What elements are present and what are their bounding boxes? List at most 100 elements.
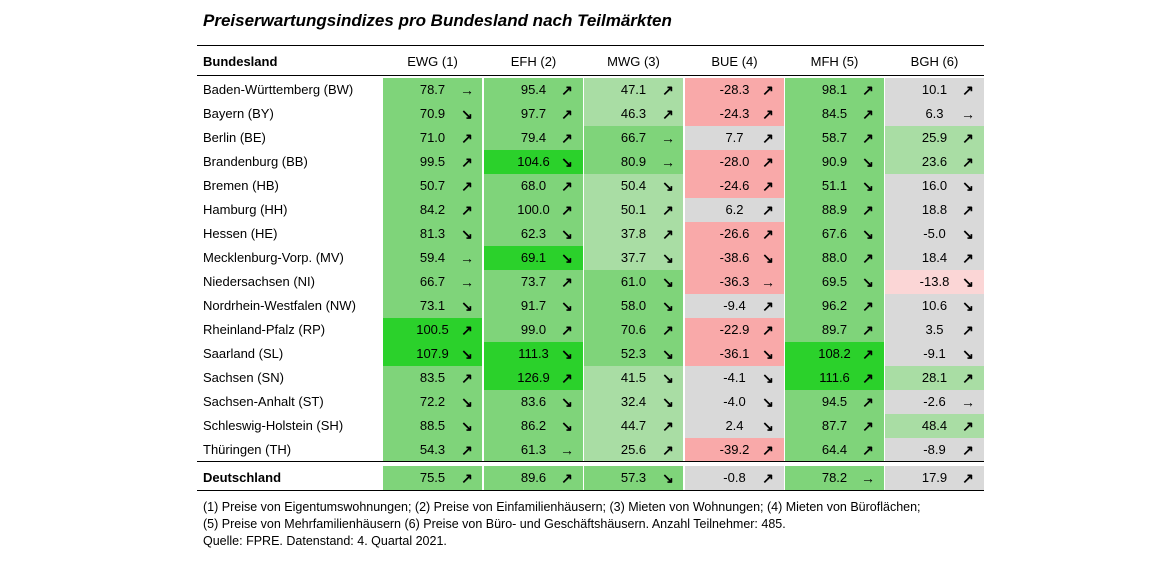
- total-rule-top: [197, 461, 984, 462]
- value-cell-mfh: 89.7: [785, 318, 884, 342]
- trend-arrow-up-icon: ↗: [762, 202, 774, 218]
- value-cell-mwg: 32.4: [584, 390, 683, 414]
- value-cell-ewg: 100.5: [383, 318, 482, 342]
- header-bgh: BGH (6): [910, 54, 959, 69]
- value-cell-bgh: 10.6: [885, 294, 984, 318]
- value-cell-mfh: 111.6: [785, 366, 884, 390]
- trend-arrow-down-icon: ↘: [862, 274, 874, 290]
- value-cell-efh: 100.0: [484, 198, 583, 222]
- trend-arrow-up-icon: ↗: [862, 322, 874, 338]
- value-cell-bgh: 16.0: [885, 174, 984, 198]
- table-row: Berlin (BE) 71.0 ↗ 79.4 ↗ 66.7 → 7.7 ↗ 58.7 ↗ 25.9 ↗: [197, 126, 984, 150]
- trend-arrow-up-icon: ↗: [762, 442, 774, 458]
- table-row: Brandenburg (BB) 99.5 ↗ 104.6 ↘ 80.9 → -28.0 ↗ 90…: [197, 150, 984, 174]
- trend-arrow-up-icon: ↗: [762, 470, 774, 486]
- trend-arrow-down-icon: ↘: [662, 470, 674, 486]
- value-cell-ewg: 71.0: [383, 126, 482, 150]
- trend-arrow-down-icon: ↘: [662, 178, 674, 194]
- value-cell-mfh: 98.1: [785, 78, 884, 102]
- value-cell-bue: -24.3: [685, 102, 784, 126]
- value-cell-ewg: 107.9: [383, 342, 482, 366]
- value-cell-mwg: 61.0: [584, 270, 683, 294]
- value-cell-bgh: -5.0: [885, 222, 984, 246]
- trend-arrow-up-icon: ↗: [662, 418, 674, 434]
- value-cell-mwg: 80.9: [584, 150, 683, 174]
- trend-arrow-right-icon: →: [460, 274, 474, 290]
- trend-arrow-up-icon: ↗: [461, 130, 473, 146]
- trend-arrow-down-icon: ↘: [461, 394, 473, 410]
- trend-arrow-up-icon: ↗: [561, 106, 573, 122]
- trend-arrow-down-icon: ↘: [862, 226, 874, 242]
- trend-arrow-down-icon: ↘: [762, 418, 774, 434]
- table-row: Bremen (HB) 50.7 ↗ 68.0 ↗ 50.4 ↘ -24.6 ↗ 51.1 ↘ 16.…: [197, 174, 984, 198]
- value-cell-ewg: 50.7: [383, 174, 482, 198]
- value-cell-ewg: 88.5: [383, 414, 482, 438]
- trend-arrow-down-icon: ↘: [561, 250, 573, 266]
- value-cell-bgh: -2.6: [885, 390, 984, 414]
- trend-arrow-up-icon: ↗: [662, 442, 674, 458]
- value-cell-efh: 86.2: [484, 414, 583, 438]
- value-cell-efh: 126.9: [484, 366, 583, 390]
- value-cell-mwg: 37.8: [584, 222, 683, 246]
- value-cell-mwg: 50.1: [584, 198, 683, 222]
- trend-arrow-down-icon: ↘: [662, 346, 674, 362]
- trend-arrow-up-icon: ↗: [962, 202, 974, 218]
- value-cell-bue: -28.3: [685, 78, 784, 102]
- row-label: Sachsen-Anhalt (ST): [203, 394, 324, 409]
- value-cell-bue: -4.1: [685, 366, 784, 390]
- value-cell-mwg: 70.6: [584, 318, 683, 342]
- value-cell-efh: 69.1: [484, 246, 583, 270]
- value-cell-ewg: 73.1: [383, 294, 482, 318]
- value-cell-mfh: 94.5: [785, 390, 884, 414]
- value-cell-bgh: 18.8: [885, 198, 984, 222]
- value-cell-efh: 95.4: [484, 78, 583, 102]
- trend-arrow-down-icon: ↘: [962, 226, 974, 242]
- value-cell-mwg: 52.3: [584, 342, 683, 366]
- value-cell-ewg: 99.5: [383, 150, 482, 174]
- footnote-line-2: (5) Preise von Mehrfamilienhäusern (6) P…: [203, 517, 786, 531]
- trend-arrow-up-icon: ↗: [561, 470, 573, 486]
- value-cell-bgh: -9.1: [885, 342, 984, 366]
- value-cell-mwg: 66.7: [584, 126, 683, 150]
- row-label: Deutschland: [203, 470, 282, 485]
- value-cell-mfh: 90.9: [785, 150, 884, 174]
- value-cell-ewg: 70.9: [383, 102, 482, 126]
- trend-arrow-up-icon: ↗: [862, 418, 874, 434]
- value-cell-bue: 2.4: [685, 414, 784, 438]
- table-row: Schleswig-Holstein (SH) 88.5 ↘ 86.2 ↘ 44.7 ↗ 2.…: [197, 414, 984, 438]
- header-bundesland: Bundesland: [203, 54, 278, 69]
- trend-arrow-up-icon: ↗: [862, 106, 874, 122]
- value-cell-bue: -28.0: [685, 150, 784, 174]
- header-ewg: EWG (1): [407, 54, 458, 69]
- trend-arrow-down-icon: ↘: [962, 346, 974, 362]
- trend-arrow-up-icon: ↗: [461, 322, 473, 338]
- value-cell-efh: 104.6: [484, 150, 583, 174]
- trend-arrow-up-icon: ↗: [862, 250, 874, 266]
- trend-arrow-up-icon: ↗: [662, 106, 674, 122]
- row-label: Saarland (SL): [203, 346, 284, 361]
- value-cell-efh: 91.7: [484, 294, 583, 318]
- value-cell-bgh: 23.6: [885, 150, 984, 174]
- value-cell-mwg: 41.5: [584, 366, 683, 390]
- top-rule: [197, 45, 984, 46]
- value-cell-ewg: 75.5: [383, 466, 482, 490]
- value-cell-bgh: 3.5: [885, 318, 984, 342]
- value-cell-ewg: 72.2: [383, 390, 482, 414]
- trend-arrow-up-icon: ↗: [662, 226, 674, 242]
- trend-arrow-down-icon: ↘: [662, 250, 674, 266]
- row-label: Hamburg (HH): [203, 202, 288, 217]
- table-row: Baden-Württemberg (BW) 78.7 → 95.4 ↗ 47.1 ↗ -28…: [197, 78, 984, 102]
- value-cell-mwg: 47.1: [584, 78, 683, 102]
- trend-arrow-down-icon: ↘: [561, 298, 573, 314]
- table-row: Mecklenburg-Vorp. (MV) 59.4 → 69.1 ↘ 37.7 ↘ -38…: [197, 246, 984, 270]
- value-cell-ewg: 78.7: [383, 78, 482, 102]
- trend-arrow-up-icon: ↗: [662, 82, 674, 98]
- table-row: Hessen (HE) 81.3 ↘ 62.3 ↘ 37.8 ↗ -26.6 ↗ 67.6 ↘ -5.…: [197, 222, 984, 246]
- table-title: Preiserwartungsindizes pro Bundesland na…: [203, 11, 672, 30]
- row-label: Rheinland-Pfalz (RP): [203, 322, 326, 337]
- trend-arrow-right-icon: →: [661, 154, 675, 170]
- total-rule-bottom: [197, 490, 984, 491]
- value-cell-bgh: 6.3: [885, 102, 984, 126]
- trend-arrow-down-icon: ↘: [561, 418, 573, 434]
- trend-arrow-up-icon: ↗: [962, 82, 974, 98]
